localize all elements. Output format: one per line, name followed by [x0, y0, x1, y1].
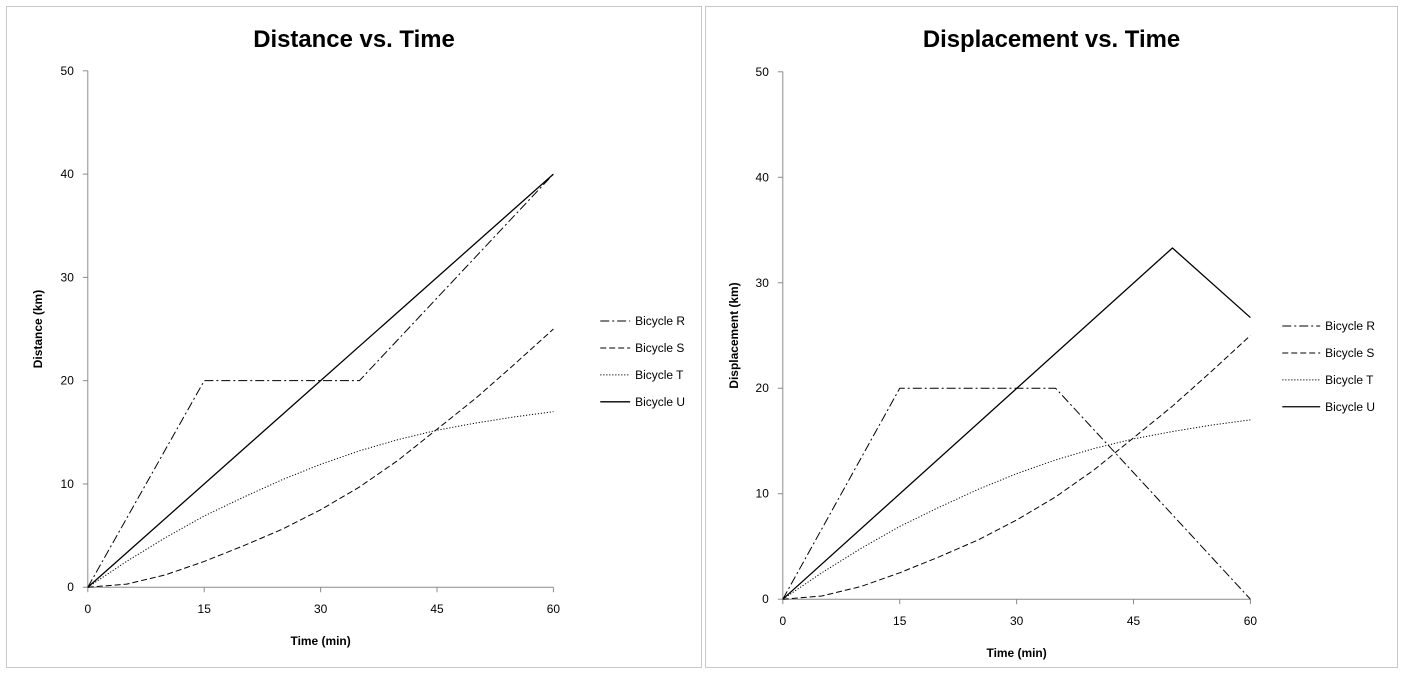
- y-tick-label: 50: [756, 65, 770, 79]
- x-tick-label: 0: [84, 602, 91, 616]
- y-tick-label: 20: [61, 374, 75, 388]
- series-line-bicycle-r: [782, 387, 1251, 600]
- series-line-bicycle-u: [87, 173, 554, 588]
- y-tick-label: 40: [61, 167, 75, 181]
- x-tick-label: 15: [198, 602, 212, 616]
- series-line-bicycle-u: [782, 247, 1251, 600]
- x-tick-label: 60: [1244, 614, 1258, 628]
- y-tick-label: 0: [762, 592, 769, 606]
- y-tick-label: 0: [67, 580, 74, 594]
- legend-label-bicycle-u: Bicycle U: [635, 395, 685, 409]
- y-tick-label: 30: [756, 276, 770, 290]
- legend-label-bicycle-u: Bicycle U: [1325, 400, 1375, 414]
- x-tick-label: 45: [1127, 614, 1141, 628]
- x-axis-label: Time (min): [290, 634, 350, 648]
- distance-chart: Distance vs. Time 0 10 20 30 40 50 0 15 30 45 60 Tim…: [31, 26, 685, 648]
- y-tick-label: 30: [61, 270, 75, 284]
- series-line-bicycle-s: [87, 328, 554, 588]
- x-tick-label: 0: [779, 614, 786, 628]
- legend-label-bicycle-s: Bicycle S: [635, 341, 684, 355]
- chart-title: Distance vs. Time: [253, 26, 455, 53]
- y-tick-label: 50: [61, 64, 75, 78]
- distance-chart-panel: Distance vs. Time 0 10 20 30 40 50 0 15 30 45 60 Tim…: [6, 6, 702, 668]
- series-line-bicycle-r: [87, 173, 554, 588]
- series-line-bicycle-s: [782, 335, 1251, 600]
- legend-label-bicycle-s: Bicycle S: [1325, 346, 1374, 360]
- y-tick-label: 20: [756, 381, 770, 395]
- legend-label-bicycle-r: Bicycle R: [635, 314, 685, 328]
- series-line-bicycle-t: [87, 411, 554, 588]
- y-axis-label: Displacement (km): [727, 282, 741, 388]
- x-tick-label: 15: [893, 614, 907, 628]
- series-line-bicycle-t: [782, 419, 1251, 600]
- y-tick-label: 10: [61, 477, 75, 491]
- legend-label-bicycle-t: Bicycle T: [1325, 373, 1374, 387]
- displacement-chart-panel: Displacement vs. Time 0 10 20 30 40 50 0 15 30 45 6…: [705, 6, 1398, 668]
- y-tick-label: 40: [756, 170, 770, 184]
- legend-label-bicycle-t: Bicycle T: [635, 368, 684, 382]
- y-axis-label: Distance (km): [31, 290, 45, 368]
- chart-title: Displacement vs. Time: [923, 26, 1180, 53]
- x-tick-label: 60: [547, 602, 561, 616]
- x-tick-label: 30: [1010, 614, 1024, 628]
- x-tick-label: 45: [430, 602, 444, 616]
- y-tick-label: 10: [756, 487, 770, 501]
- legend-label-bicycle-r: Bicycle R: [1325, 319, 1375, 333]
- x-axis-label: Time (min): [986, 646, 1046, 660]
- x-tick-label: 30: [314, 602, 328, 616]
- displacement-chart: Displacement vs. Time 0 10 20 30 40 50 0 15 30 45 6…: [727, 26, 1375, 660]
